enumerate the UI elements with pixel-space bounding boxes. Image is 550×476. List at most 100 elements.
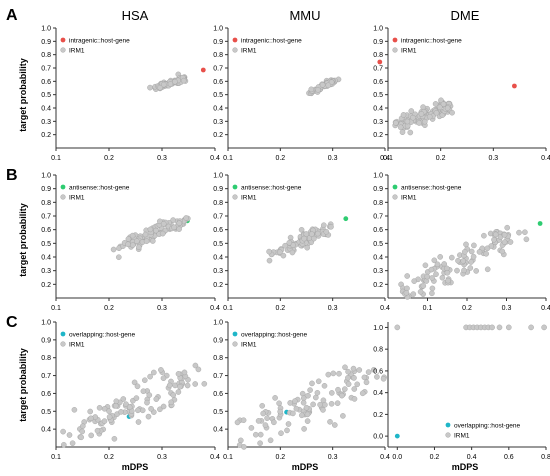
irm1-point [131, 379, 138, 386]
x-tick-label: 0.0 [392, 454, 402, 461]
irm1-point [147, 84, 153, 91]
y-tick-label: 0.4 [373, 106, 383, 113]
irm1-point [434, 261, 441, 268]
irm1-point [69, 440, 76, 447]
irm1-point [315, 87, 321, 93]
irm1-point [71, 406, 78, 413]
y-tick-label: 1.0 [373, 325, 383, 332]
irm1-point [420, 283, 427, 289]
panel-a-mmu: 0.1 0.2 0.3 0.4 0.2 0.3 0.4 0.5 0.6 0.7 0.8 0.9 1.0 i… [213, 26, 390, 163]
x-tick-label: 0.4 [541, 305, 550, 312]
legend-label: antisense::host-gene [401, 185, 462, 192]
y-tick-label: 0.7 [373, 66, 383, 73]
irm1-point [426, 113, 433, 120]
y-tick-label: 0.5 [41, 241, 51, 248]
legend-marker [445, 432, 451, 438]
y-tick-label: 0.2 [41, 132, 51, 139]
irm1-point [320, 407, 326, 413]
irm1-point [340, 413, 346, 419]
irm1-point [262, 422, 269, 428]
irm1-point [150, 369, 157, 376]
y-tick-label: 1.0 [213, 320, 223, 327]
legend-marker [60, 37, 66, 43]
irm1-point [308, 86, 315, 93]
irm1-point [363, 379, 370, 386]
irm1-point [331, 422, 338, 428]
irm1-point [491, 236, 497, 243]
irm1-point [504, 224, 511, 231]
irm1-point [350, 365, 357, 372]
x-tick-label: 0.4 [210, 454, 220, 461]
y-tick-label: 0.5 [213, 241, 223, 248]
y-tick-label: 0.3 [373, 268, 383, 275]
y-tick-label: 0.4 [373, 390, 383, 397]
row-label-b: B [6, 167, 18, 184]
irm1-point [342, 364, 348, 371]
irm1-point [484, 266, 491, 273]
y-tick-label: 0.6 [373, 79, 383, 86]
irm1-point [96, 404, 103, 411]
legend-marker [445, 422, 451, 428]
y-axis-label-row-a: target probability [18, 58, 28, 132]
irm1-point [440, 101, 447, 107]
irm1-point [79, 428, 85, 435]
x-tick-label: 0.1 [423, 305, 433, 312]
irm1-point [126, 404, 133, 411]
irm1-point [328, 390, 335, 396]
irm1-point [325, 371, 332, 378]
irm1-point [429, 290, 435, 297]
irm1-point [320, 222, 327, 228]
irm1-point [439, 274, 446, 281]
y-tick-label: 1.0 [41, 320, 51, 327]
panel-b-hsa: 0.1 0.2 0.3 0.4 0.2 0.3 0.4 0.5 0.6 0.7 0.8 0.9 1.0 a… [41, 173, 220, 313]
legend-marker [232, 184, 238, 190]
highlight-point [537, 221, 543, 226]
legend-marker [392, 194, 398, 200]
x-tick-label: 0.8 [541, 454, 550, 461]
irm1-point [471, 242, 477, 249]
irm1-point [147, 373, 153, 380]
y-tick-label: 1.0 [41, 173, 51, 180]
irm1-point [424, 273, 431, 280]
column-title-mmu: MMU [289, 8, 320, 23]
irm1-point [135, 419, 142, 425]
irm1-point [170, 217, 176, 223]
irm1-point [157, 406, 163, 413]
irm1-point [111, 435, 118, 442]
irm1-point [416, 120, 423, 126]
legend-label: IRM1 [241, 48, 257, 55]
irm1-point [322, 401, 328, 408]
irm1-point [492, 231, 499, 238]
irm1-point [156, 218, 163, 225]
irm1-point [438, 97, 444, 104]
irm1-point [501, 232, 508, 238]
irm1-point [113, 398, 120, 405]
irm1-point [408, 108, 415, 114]
irm1-point [489, 324, 495, 331]
legend-label: overlapping::host-gene [69, 332, 136, 339]
irm1-point [272, 395, 278, 401]
irm1-point [321, 382, 328, 389]
x-axis-label-hsa: mDPS [122, 462, 149, 472]
y-tick-label: 0.8 [41, 52, 51, 59]
y-tick-label: 0.8 [373, 52, 383, 59]
irm1-point [183, 215, 189, 221]
irm1-point [264, 415, 270, 422]
irm1-point [240, 417, 247, 424]
irm1-point [147, 226, 154, 233]
y-tick-label: 0.7 [41, 214, 51, 221]
irm1-point [125, 236, 132, 242]
irm1-point [280, 252, 287, 259]
irm1-point [421, 118, 428, 125]
irm1-point [410, 114, 416, 121]
irm1-point [298, 412, 305, 419]
legend-marker [60, 184, 66, 190]
irm1-point [160, 375, 167, 382]
y-tick-label: 0.9 [213, 39, 223, 46]
irm1-point [276, 400, 282, 407]
irm1-point [61, 441, 67, 448]
irm1-point [351, 386, 358, 392]
legend-marker [232, 194, 238, 200]
irm1-point [180, 77, 187, 84]
irm1-point [175, 371, 182, 377]
